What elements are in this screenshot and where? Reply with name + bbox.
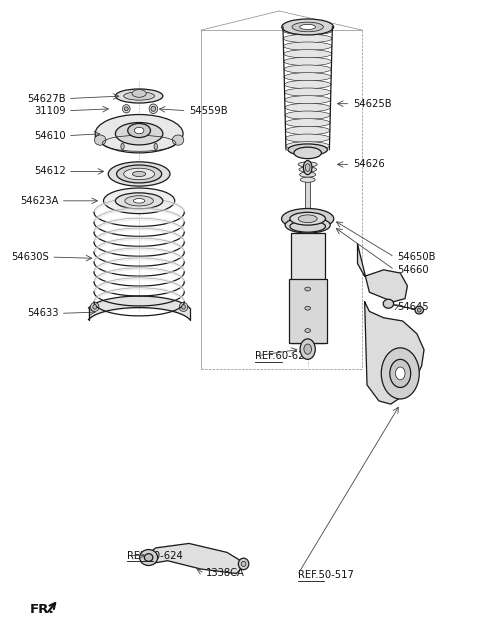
Ellipse shape [285,217,330,233]
Ellipse shape [132,90,146,98]
Polygon shape [146,543,246,573]
Ellipse shape [284,65,332,73]
Ellipse shape [286,142,330,150]
Ellipse shape [284,49,332,58]
Text: 54612: 54612 [34,166,66,177]
Ellipse shape [383,299,394,308]
Ellipse shape [124,92,155,100]
Ellipse shape [290,213,325,225]
Ellipse shape [282,19,334,35]
Ellipse shape [298,162,317,167]
Ellipse shape [300,177,315,182]
Ellipse shape [132,171,146,177]
Ellipse shape [95,114,183,153]
Ellipse shape [285,88,331,96]
Text: 54650B: 54650B [397,252,435,262]
Ellipse shape [303,160,312,175]
Ellipse shape [290,221,325,232]
Ellipse shape [95,135,106,145]
Ellipse shape [149,104,157,114]
Ellipse shape [154,143,157,150]
Ellipse shape [115,193,163,209]
Ellipse shape [305,329,311,333]
Ellipse shape [241,561,246,566]
Ellipse shape [285,96,331,104]
Ellipse shape [415,306,423,314]
Bar [290,233,325,343]
Text: 54633: 54633 [27,308,59,318]
Circle shape [381,348,419,399]
Ellipse shape [305,287,311,291]
Ellipse shape [283,34,332,42]
Ellipse shape [90,302,99,311]
Ellipse shape [115,89,163,103]
Ellipse shape [115,123,163,145]
Ellipse shape [124,168,155,180]
Circle shape [304,344,312,354]
Ellipse shape [122,105,130,113]
Ellipse shape [104,188,175,214]
Text: REF.60-624: REF.60-624 [255,351,311,361]
Ellipse shape [283,26,332,35]
Ellipse shape [172,135,184,145]
Ellipse shape [179,302,188,311]
Ellipse shape [93,305,96,309]
Ellipse shape [181,305,185,309]
Ellipse shape [121,143,124,150]
Ellipse shape [124,107,128,110]
Ellipse shape [239,558,249,569]
Circle shape [396,367,405,380]
Ellipse shape [285,103,331,112]
Ellipse shape [284,57,332,65]
Text: 54630S: 54630S [11,252,49,262]
Circle shape [300,339,315,360]
Ellipse shape [282,209,334,229]
Ellipse shape [125,196,154,206]
Ellipse shape [300,24,315,30]
Ellipse shape [305,306,311,310]
Text: 54625B: 54625B [353,99,391,108]
Ellipse shape [117,165,162,183]
Ellipse shape [288,144,327,155]
Ellipse shape [128,123,151,137]
Ellipse shape [284,80,331,89]
Ellipse shape [418,308,421,312]
Text: 31109: 31109 [34,106,66,116]
Text: 54623A: 54623A [20,196,59,206]
Ellipse shape [298,215,317,223]
Ellipse shape [292,22,324,31]
Text: 54660: 54660 [397,265,429,275]
Text: 54610: 54610 [34,130,66,141]
Ellipse shape [144,553,153,561]
Ellipse shape [286,134,330,143]
Ellipse shape [285,119,330,127]
Text: 1338CA: 1338CA [205,569,244,578]
Polygon shape [365,302,424,404]
Ellipse shape [299,167,316,172]
Bar [305,180,310,219]
Text: FR.: FR. [30,603,55,616]
Text: REF.60-624: REF.60-624 [127,551,183,560]
Text: 54645: 54645 [397,302,429,312]
Bar [288,279,327,343]
Ellipse shape [140,550,157,566]
Ellipse shape [300,172,316,177]
Ellipse shape [283,42,332,50]
Circle shape [390,360,411,388]
Polygon shape [358,245,408,302]
Text: REF.50-517: REF.50-517 [298,570,354,580]
Ellipse shape [108,162,170,186]
Ellipse shape [151,106,156,111]
Ellipse shape [285,111,330,119]
Ellipse shape [134,127,144,134]
Ellipse shape [286,126,330,135]
Text: 54559B: 54559B [189,106,228,116]
Ellipse shape [284,73,331,81]
Ellipse shape [133,198,145,203]
Text: 54626: 54626 [353,159,384,169]
Ellipse shape [305,164,310,171]
Text: 54627B: 54627B [27,94,66,103]
Ellipse shape [294,147,322,159]
